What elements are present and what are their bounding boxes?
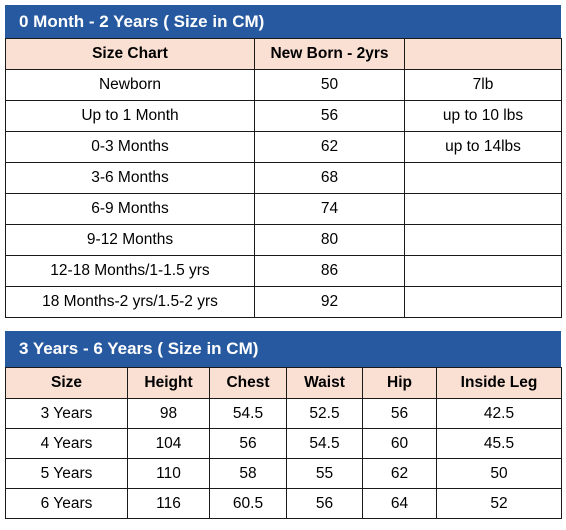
waist-cell: 52.5 [286, 398, 363, 429]
cm-cell: 62 [254, 131, 405, 163]
header-waist: Waist [286, 367, 363, 399]
waist-cell: 54.5 [286, 428, 363, 459]
header-height: Height [127, 367, 210, 399]
waist-cell: 55 [286, 458, 363, 489]
size-cell: 6-9 Months [5, 193, 255, 225]
waist-cell: 56 [286, 488, 363, 519]
table-row: 5 Years 110 58 55 62 50 [5, 458, 562, 489]
height-cell: 98 [127, 398, 210, 429]
height-cell: 116 [127, 488, 210, 519]
table-row: 3-6 Months 68 [5, 162, 562, 194]
size-cell: 3 Years [5, 398, 128, 429]
header-inside-leg: Inside Leg [436, 367, 562, 399]
weight-cell [404, 162, 562, 194]
inside-leg-cell: 45.5 [436, 428, 562, 459]
height-cell: 110 [127, 458, 210, 489]
table-row: 0-3 Months 62 up to 14lbs [5, 131, 562, 163]
size-cell: 18 Months-2 yrs/1.5-2 yrs [5, 286, 255, 318]
cm-cell: 50 [254, 69, 405, 101]
table-row: Up to 1 Month 56 up to 10 lbs [5, 100, 562, 132]
cm-cell: 74 [254, 193, 405, 225]
weight-cell [404, 255, 562, 287]
cm-cell: 68 [254, 162, 405, 194]
size-cell: 9-12 Months [5, 224, 255, 256]
chest-cell: 56 [209, 428, 287, 459]
table-row: 18 Months-2 yrs/1.5-2 yrs 92 [5, 286, 562, 318]
table1-header-row: Size Chart New Born - 2yrs [5, 38, 562, 70]
weight-cell [404, 286, 562, 318]
inside-leg-cell: 52 [436, 488, 562, 519]
header-size-chart: Size Chart [5, 38, 255, 70]
size-cell: 12-18 Months/1-1.5 yrs [5, 255, 255, 287]
table-row: 4 Years 104 56 54.5 60 45.5 [5, 428, 562, 459]
height-cell: 104 [127, 428, 210, 459]
cm-cell: 92 [254, 286, 405, 318]
table-row: Newborn 50 7lb [5, 69, 562, 101]
size-cell: 4 Years [5, 428, 128, 459]
table2-title: 3 Years - 6 Years ( Size in CM) [5, 331, 561, 367]
cm-cell: 56 [254, 100, 405, 132]
table-row: 12-18 Months/1-1.5 yrs 86 [5, 255, 562, 287]
weight-cell: up to 14lbs [404, 131, 562, 163]
weight-cell: 7lb [404, 69, 562, 101]
hip-cell: 64 [362, 488, 437, 519]
header-hip: Hip [362, 367, 437, 399]
size-cell: 3-6 Months [5, 162, 255, 194]
size-cell: Up to 1 Month [5, 100, 255, 132]
table-row: 6 Years 116 60.5 56 64 52 [5, 488, 562, 519]
size-cell: 5 Years [5, 458, 128, 489]
size-cell: 0-3 Months [5, 131, 255, 163]
header-size: Size [5, 367, 128, 399]
weight-cell: up to 10 lbs [404, 100, 562, 132]
hip-cell: 60 [362, 428, 437, 459]
weight-cell [404, 224, 562, 256]
table-row: 9-12 Months 80 [5, 224, 562, 256]
size-cell: 6 Years [5, 488, 128, 519]
header-chest: Chest [209, 367, 287, 399]
chest-cell: 54.5 [209, 398, 287, 429]
hip-cell: 62 [362, 458, 437, 489]
header-weight [404, 38, 562, 70]
table-row: 6-9 Months 74 [5, 193, 562, 225]
hip-cell: 56 [362, 398, 437, 429]
size-chart-table-0-2-years: Size Chart New Born - 2yrs Newborn 50 7l… [5, 38, 562, 318]
inside-leg-cell: 42.5 [436, 398, 562, 429]
chest-cell: 58 [209, 458, 287, 489]
table2-header-row: Size Height Chest Waist Hip Inside Leg [5, 367, 562, 399]
table-row: 3 Years 98 54.5 52.5 56 42.5 [5, 398, 562, 429]
size-chart-table-3-6-years: Size Height Chest Waist Hip Inside Leg 3… [5, 367, 562, 519]
chest-cell: 60.5 [209, 488, 287, 519]
weight-cell [404, 193, 562, 225]
header-new-born-2yrs: New Born - 2yrs [254, 38, 405, 70]
cm-cell: 80 [254, 224, 405, 256]
cm-cell: 86 [254, 255, 405, 287]
size-cell: Newborn [5, 69, 255, 101]
table1-title: 0 Month - 2 Years ( Size in CM) [5, 5, 561, 38]
inside-leg-cell: 50 [436, 458, 562, 489]
